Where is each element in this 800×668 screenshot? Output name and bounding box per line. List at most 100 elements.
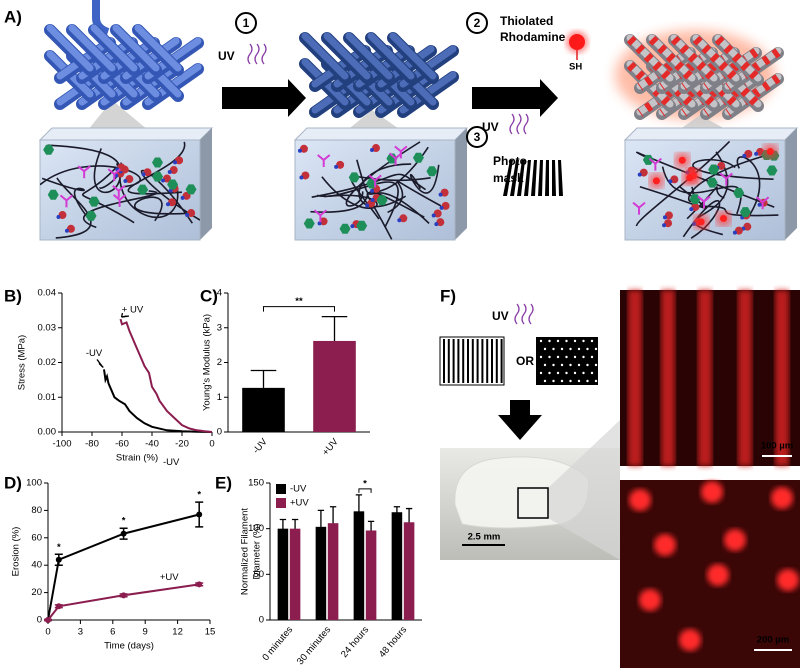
bar (327, 523, 339, 620)
thiol (56, 215, 61, 220)
crosslinker (339, 223, 351, 234)
x-tick-label: +UV (320, 436, 341, 458)
scaffold (299, 32, 459, 118)
mask-dot (573, 339, 577, 343)
x-tick-label: -80 (85, 439, 99, 450)
cube-side (455, 128, 467, 240)
bar (403, 522, 415, 620)
x-tick-label: 0 (209, 439, 214, 450)
x-tick-label: -40 (145, 439, 159, 450)
mask-dot (577, 379, 581, 383)
crosslinker (739, 207, 751, 218)
rod-stripe (670, 35, 718, 83)
thiol (141, 172, 146, 177)
rhodamine (697, 218, 705, 226)
crosslinker (356, 220, 368, 231)
mask-dot (565, 355, 568, 359)
data-line (47, 583, 200, 621)
zoom-wedge (548, 420, 620, 560)
crosslinker (348, 172, 360, 183)
uv-wave (514, 303, 520, 325)
thiol (334, 164, 339, 169)
polymer-chain (133, 196, 192, 222)
significance: * (122, 516, 126, 527)
rod-highlight (323, 32, 371, 80)
thiol (754, 151, 759, 156)
rod-highlight (345, 32, 393, 80)
step-number: 2 (474, 16, 481, 30)
thiol (370, 197, 375, 202)
thiol (365, 203, 370, 208)
bar (353, 511, 365, 620)
thiol (64, 228, 69, 233)
peptide (317, 154, 331, 167)
thiol (397, 218, 402, 223)
y-tick-label: 100 (26, 478, 42, 489)
mask-dot (543, 379, 547, 383)
crosslinker (85, 210, 97, 221)
peptide (632, 201, 646, 215)
x-tick-label: 15 (205, 627, 216, 638)
error-bar (291, 518, 299, 539)
mask-dot (556, 371, 560, 375)
mask-dot (582, 371, 585, 375)
mask-dot (586, 379, 589, 383)
x-axis-label: Strain (%) (116, 453, 158, 464)
uv-wave (528, 303, 534, 325)
arrow-label: Patterning (478, 91, 537, 105)
red-dot (707, 564, 729, 586)
red-dot (777, 569, 799, 591)
data-point (45, 617, 51, 623)
data-point (55, 556, 62, 563)
polymer-chain (310, 191, 425, 218)
red-stripe (661, 290, 675, 466)
uv-wave (247, 43, 253, 65)
process-arrow (222, 79, 306, 117)
y-tick-label: 150 (248, 478, 264, 489)
bar (277, 528, 289, 620)
y-tick-label: 40 (31, 560, 42, 571)
mask-dot (543, 347, 547, 351)
red-dot (639, 589, 661, 611)
y-tick-label: 0.04 (38, 288, 57, 299)
crosslinker (303, 218, 315, 229)
y-tick-label: 100 (248, 523, 264, 534)
polymer-chain (692, 205, 779, 217)
cube-side (200, 128, 212, 240)
rod-highlight (90, 24, 138, 72)
red-dot (701, 481, 723, 503)
thiol (185, 213, 190, 218)
peptide (107, 168, 121, 182)
step-number: 1 (243, 16, 250, 30)
uv-wave (523, 113, 529, 135)
peptide (77, 165, 91, 179)
crosslinker (642, 154, 654, 165)
y-tick-label: 0.02 (38, 357, 57, 368)
y-tick-label: 80 (31, 505, 42, 516)
rhodamine (686, 174, 694, 182)
mask-stripe (552, 160, 556, 196)
data-point (196, 581, 203, 588)
mask-dot (577, 347, 581, 351)
x-tick-label: 0 (45, 627, 50, 638)
y-tick-label: 60 (31, 532, 42, 543)
rod-stripe (714, 35, 762, 83)
mask-dot (560, 363, 564, 367)
data-line (119, 318, 213, 433)
mask-dot (594, 379, 598, 383)
mask-dot (582, 355, 585, 359)
thiol (369, 148, 374, 153)
rod-highlight (301, 32, 349, 80)
thiol (297, 148, 302, 153)
x-tick-label: 3 (78, 627, 83, 638)
crosslinker (706, 177, 718, 188)
y-tick-label: 20 (31, 587, 42, 598)
thiol (173, 160, 178, 165)
polymer-chain (686, 186, 725, 220)
rod-highlight (68, 24, 116, 72)
thiol (317, 221, 322, 226)
thiol (668, 179, 673, 184)
mask-dot (560, 347, 564, 351)
thiol (732, 230, 737, 235)
y-tick-label: 0 (37, 615, 42, 626)
